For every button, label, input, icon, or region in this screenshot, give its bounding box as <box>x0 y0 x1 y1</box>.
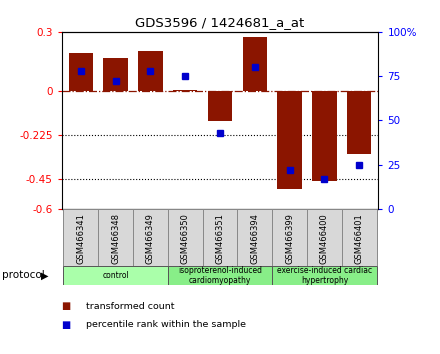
Text: GSM466348: GSM466348 <box>111 213 120 264</box>
Text: GSM466394: GSM466394 <box>250 213 259 264</box>
Bar <box>69 52 93 91</box>
Bar <box>272 266 377 285</box>
Text: isoproterenol-induced
cardiomyopathy: isoproterenol-induced cardiomyopathy <box>178 266 262 285</box>
Bar <box>272 209 307 266</box>
Text: protocol: protocol <box>2 270 45 280</box>
Text: GSM466399: GSM466399 <box>285 213 294 264</box>
Bar <box>238 209 272 266</box>
Bar <box>63 209 98 266</box>
Title: GDS3596 / 1424681_a_at: GDS3596 / 1424681_a_at <box>136 16 304 29</box>
Text: GSM466400: GSM466400 <box>320 213 329 264</box>
Text: ■: ■ <box>62 301 71 311</box>
Text: exercise-induced cardiac
hypertrophy: exercise-induced cardiac hypertrophy <box>277 266 372 285</box>
Text: ▶: ▶ <box>40 270 48 280</box>
Text: ■: ■ <box>62 320 71 330</box>
Text: GSM466350: GSM466350 <box>181 213 190 264</box>
Text: control: control <box>102 271 129 280</box>
Bar <box>63 266 168 285</box>
Bar <box>347 91 371 154</box>
Bar <box>307 209 342 266</box>
Bar <box>138 51 162 91</box>
Bar <box>342 209 377 266</box>
Bar <box>133 209 168 266</box>
Bar <box>202 209 238 266</box>
Text: transformed count: transformed count <box>86 302 174 311</box>
Text: GSM466349: GSM466349 <box>146 213 155 264</box>
Text: percentile rank within the sample: percentile rank within the sample <box>86 320 246 329</box>
Bar <box>103 58 128 91</box>
Text: GSM466351: GSM466351 <box>216 213 224 264</box>
Bar <box>278 91 302 189</box>
Bar <box>208 91 232 121</box>
Bar <box>98 209 133 266</box>
Bar <box>168 209 202 266</box>
Bar <box>242 37 267 91</box>
Text: GSM466401: GSM466401 <box>355 213 364 264</box>
Bar <box>168 266 272 285</box>
Bar <box>312 91 337 181</box>
Text: GSM466341: GSM466341 <box>76 213 85 264</box>
